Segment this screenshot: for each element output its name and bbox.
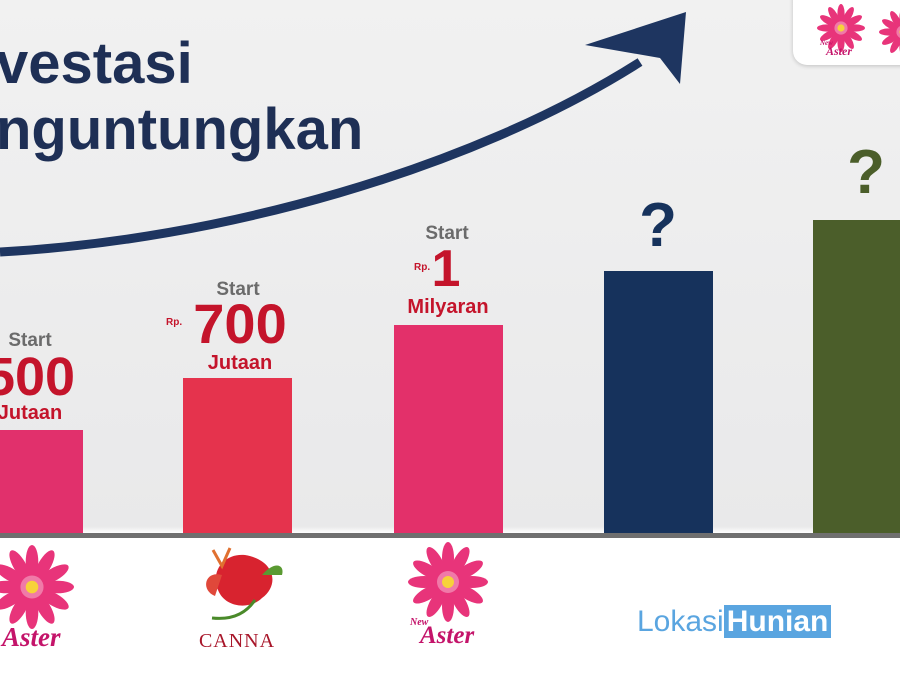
start-label: Start xyxy=(216,279,260,300)
price-unit: Jutaan xyxy=(207,352,273,374)
bar xyxy=(0,430,83,534)
price-unit: Jutaan xyxy=(0,402,63,424)
title-line: nguntungkan xyxy=(0,97,364,162)
trend-arrow xyxy=(0,58,643,257)
currency: Rp. xyxy=(414,262,431,273)
bar xyxy=(394,325,503,534)
start-label: Start xyxy=(425,223,469,244)
bar xyxy=(604,271,713,534)
price-amount: 500 xyxy=(0,347,76,407)
badge-small: New xyxy=(820,39,833,47)
watermark-part: Lokasi xyxy=(637,605,724,638)
flower-logo xyxy=(0,545,75,629)
bar xyxy=(813,220,900,534)
canna-logo xyxy=(206,547,283,620)
logo-name: Aster xyxy=(420,622,475,649)
question-mark: ? xyxy=(847,138,885,207)
logo-name: CANNA xyxy=(198,630,276,652)
baseline xyxy=(0,533,900,538)
logo-name: Aster xyxy=(2,622,61,652)
start-label: Start xyxy=(8,330,52,351)
logo-small: New xyxy=(410,617,429,628)
price-amount: 700 xyxy=(193,292,287,355)
question-mark: ? xyxy=(639,191,677,260)
brand-badge: New Aster xyxy=(793,0,900,65)
currency: Rp. xyxy=(166,317,183,328)
watermark-part: Hunian xyxy=(723,605,832,638)
watermark: Lokasi Hunian xyxy=(637,605,832,639)
title-line: vestasi xyxy=(0,31,193,96)
bar xyxy=(183,378,292,534)
price-unit: Milyaran xyxy=(407,296,489,318)
price-amount: 1 xyxy=(431,240,461,298)
arrow-head xyxy=(585,12,686,84)
badge-name: Aster xyxy=(826,44,853,58)
flower-logo xyxy=(408,542,488,622)
